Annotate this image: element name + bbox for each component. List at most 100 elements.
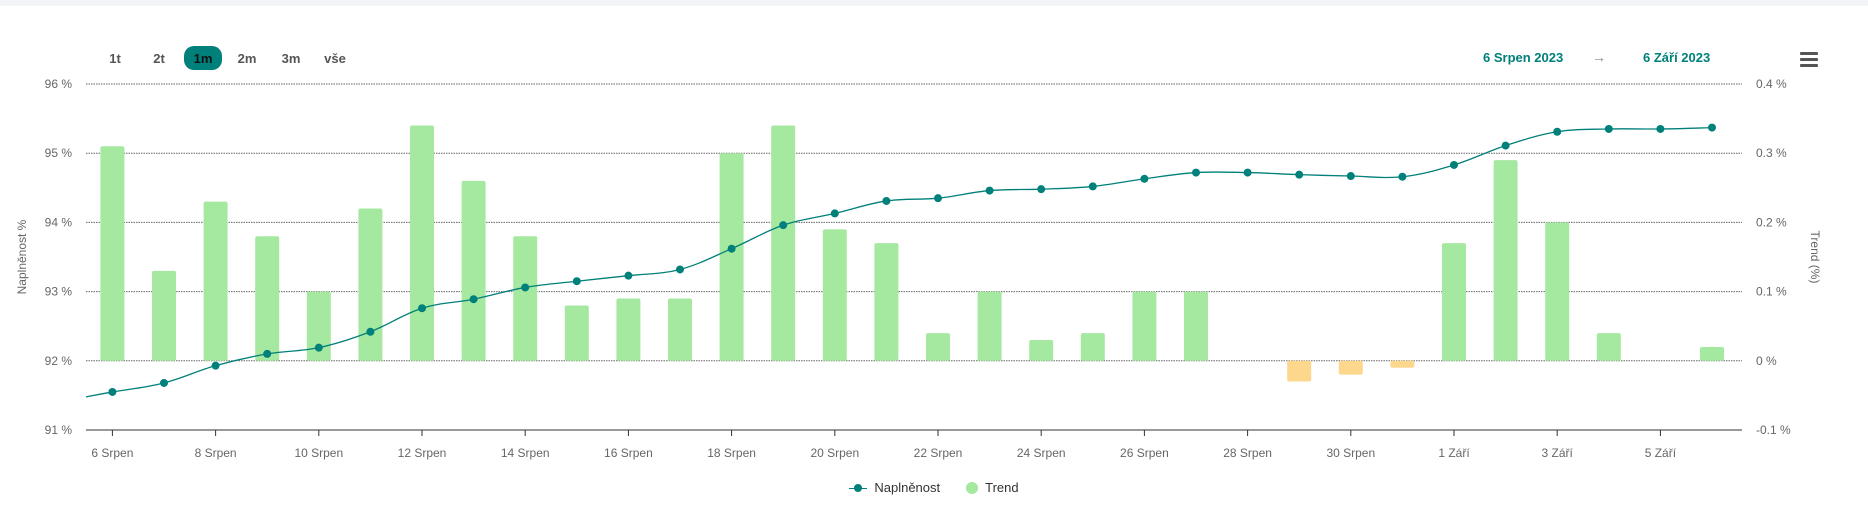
naplnenost-point [314,343,323,352]
trend-bar [1493,160,1518,361]
date-from[interactable]: 6 Srpen 2023 [1483,50,1564,65]
naplnenost-point [676,265,684,274]
naplnenost-point [108,387,117,396]
trend-bar [1287,360,1312,382]
naplnenost-point [1140,174,1149,183]
line-marker-icon [849,482,868,494]
x-tick-label: 3 Září [1542,446,1574,460]
range-selector: 1t 2t 1m 2m 3m vše [96,46,354,70]
trend-bar [1184,291,1208,361]
hamburger-menu-icon[interactable] [1800,52,1818,68]
y-right-tick-label: 0.4 % [1756,77,1787,91]
trend-bar [1338,360,1363,375]
y-right-axis-title: Trend (%) [1808,231,1822,284]
trend-bar [1700,346,1724,361]
trend-bar [203,201,228,361]
trend-bar [410,125,434,361]
y-right-tick-label: 0.3 % [1756,146,1787,160]
circle-marker-icon [966,481,979,494]
naplnenost-point [469,295,478,304]
trend-bar [668,298,692,361]
legend-label-trend: Trend [985,480,1019,495]
x-tick-label: 6 Srpen [91,446,133,460]
y-right-tick-label: 0 % [1756,354,1777,368]
trend-bar [926,333,950,361]
date-to[interactable]: 6 Září 2023 [1643,50,1711,65]
x-tick-label: 30 Srpen [1326,446,1375,460]
range-button-1m[interactable]: 1m [184,46,222,70]
x-tick-label: 18 Srpen [707,446,756,460]
trend-bar [461,180,486,361]
naplnenost-point [1037,185,1046,194]
trend-bar [152,270,176,361]
x-tick-label: 12 Srpen [398,446,447,460]
range-button-2m[interactable]: 2m [237,50,257,66]
naplnenost-point [985,186,994,195]
legend-label-naplnenost: Naplněnost [874,480,941,495]
trend-bar [977,291,1002,361]
trend-bar [719,153,744,361]
naplnenost-point [521,283,530,292]
x-tick-label: 1 Září [1438,446,1470,460]
naplnenost-point [418,304,426,313]
naplnenost-point [1604,124,1613,133]
trend-bar [306,291,331,361]
naplnenost-point [1295,170,1304,179]
naplnenost-point [1346,172,1355,181]
trend-bar [1080,333,1105,361]
y-left-axis-title: Naplněnost % [15,219,29,294]
x-tick-label: 22 Srpen [914,446,963,460]
y-left-tick-label: 93 % [45,285,73,299]
trend-bar [1545,222,1570,361]
trend-bar [1390,360,1415,368]
naplnenost-point [1243,168,1252,177]
trend-bar [616,298,641,361]
naplnenost-point [160,378,168,387]
range-button-3m[interactable]: 3m [281,50,301,66]
trend-bar [874,243,899,361]
y-right-tick-label: 0.1 % [1756,285,1787,299]
x-tick-label: 26 Srpen [1120,446,1169,460]
x-tick-label: 10 Srpen [294,446,343,460]
naplnenost-point [1450,160,1458,169]
trend-bar [358,208,383,361]
naplnenost-point [624,271,633,280]
top-strip [0,0,1868,6]
naplnenost-point [1708,123,1716,132]
trend-bar [513,236,538,361]
naplnenost-point [882,196,891,205]
x-tick-label: 24 Srpen [1017,446,1066,460]
legend-item-naplnenost[interactable]: Naplněnost [849,480,940,495]
range-button-1t[interactable]: 1t [109,50,121,66]
naplnenost-point [263,349,272,358]
range-button-2t[interactable]: 2t [153,50,165,66]
x-tick-label: 5 Září [1645,446,1677,460]
x-tick-label: 28 Srpen [1223,446,1272,460]
naplnenost-point [572,277,581,286]
y-left-tick-label: 95 % [45,146,73,160]
legend-item-trend[interactable]: Trend [966,480,1019,495]
y-left-tick-label: 94 % [45,215,73,229]
trend-bar [1596,333,1621,361]
naplnenost-point [1553,127,1562,136]
x-tick-label: 8 Srpen [195,446,237,460]
y-right-tick-label: -0.1 % [1756,423,1791,437]
naplnenost-point [727,244,736,253]
trend-bar [1029,340,1054,361]
x-tick-label: 16 Srpen [604,446,653,460]
x-tick-label: 14 Srpen [501,446,550,460]
naplnenost-point [1398,172,1407,181]
arrow-right-icon: → [1592,49,1606,65]
trend-bar [1132,291,1157,361]
naplnenost-point [211,361,220,370]
trend-bar [255,236,280,361]
x-tick-label: 20 Srpen [810,446,859,460]
range-button-vše[interactable]: vše [324,50,346,66]
trend-bar [771,125,796,361]
legend: Naplněnost Trend [0,480,1868,495]
trend-bar [100,146,125,361]
trend-bar [1442,243,1466,361]
y-left-tick-label: 96 % [45,77,73,91]
naplnenost-point [934,194,942,203]
